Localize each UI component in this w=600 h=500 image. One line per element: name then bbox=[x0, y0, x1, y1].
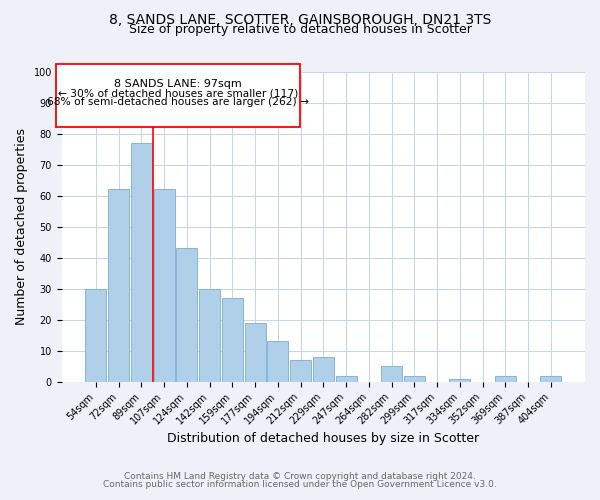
Bar bbox=[176, 248, 197, 382]
Bar bbox=[268, 342, 289, 382]
Bar bbox=[495, 376, 516, 382]
Bar bbox=[131, 143, 152, 382]
Bar bbox=[222, 298, 243, 382]
Bar bbox=[154, 190, 175, 382]
Text: 68% of semi-detached houses are larger (262) →: 68% of semi-detached houses are larger (… bbox=[47, 97, 309, 107]
Bar bbox=[245, 323, 266, 382]
Text: 8, SANDS LANE, SCOTTER, GAINSBOROUGH, DN21 3TS: 8, SANDS LANE, SCOTTER, GAINSBOROUGH, DN… bbox=[109, 12, 491, 26]
Bar bbox=[540, 376, 561, 382]
X-axis label: Distribution of detached houses by size in Scotter: Distribution of detached houses by size … bbox=[167, 432, 479, 445]
Text: 8 SANDS LANE: 97sqm: 8 SANDS LANE: 97sqm bbox=[114, 80, 242, 90]
FancyBboxPatch shape bbox=[56, 64, 300, 128]
Bar bbox=[85, 288, 106, 382]
Bar bbox=[199, 288, 220, 382]
Bar bbox=[449, 378, 470, 382]
Bar bbox=[381, 366, 402, 382]
Text: Contains HM Land Registry data © Crown copyright and database right 2024.: Contains HM Land Registry data © Crown c… bbox=[124, 472, 476, 481]
Bar bbox=[335, 376, 356, 382]
Text: ← 30% of detached houses are smaller (117): ← 30% of detached houses are smaller (11… bbox=[58, 88, 298, 99]
Text: Contains public sector information licensed under the Open Government Licence v3: Contains public sector information licen… bbox=[103, 480, 497, 489]
Bar bbox=[313, 357, 334, 382]
Text: Size of property relative to detached houses in Scotter: Size of property relative to detached ho… bbox=[128, 24, 472, 36]
Bar bbox=[290, 360, 311, 382]
Bar bbox=[404, 376, 425, 382]
Y-axis label: Number of detached properties: Number of detached properties bbox=[15, 128, 28, 325]
Bar bbox=[108, 190, 129, 382]
